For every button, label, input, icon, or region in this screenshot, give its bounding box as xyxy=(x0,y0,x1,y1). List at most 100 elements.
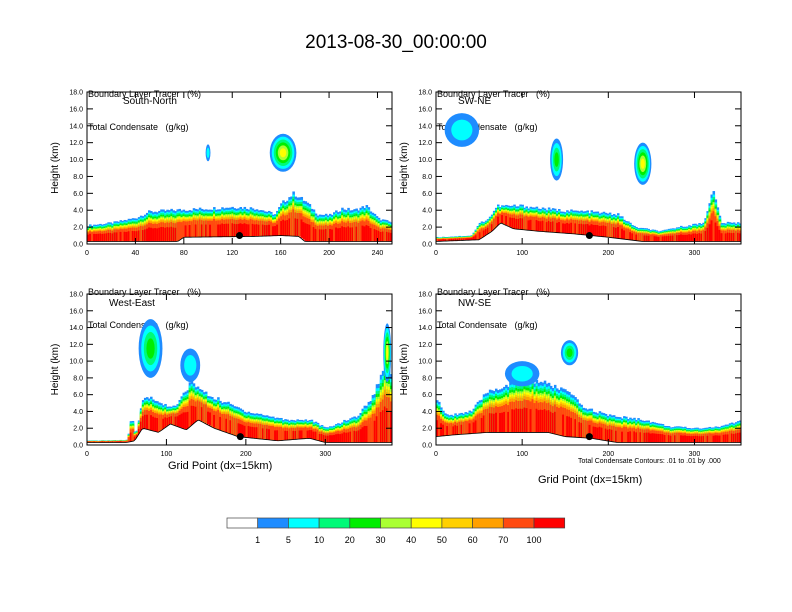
tracer-column xyxy=(219,416,222,431)
tracer-column xyxy=(373,229,377,242)
tracer-column xyxy=(265,225,269,237)
field xyxy=(436,113,741,244)
y-tick-label: 16.0 xyxy=(69,308,83,315)
y-tick-label: 16.0 xyxy=(418,106,432,113)
tracer-column xyxy=(306,224,310,242)
cloud-contour xyxy=(386,345,389,360)
tracer-column xyxy=(343,227,346,242)
y-tick-label: 14.0 xyxy=(69,123,83,130)
tracer-column xyxy=(127,438,131,443)
y-axis-title: Height (km) xyxy=(50,344,61,396)
tracer-column xyxy=(545,222,549,232)
tracer-column xyxy=(590,224,594,236)
tracer-column xyxy=(549,221,553,233)
tracer-column xyxy=(341,433,344,443)
tracer-column xyxy=(324,435,328,443)
tracer-column xyxy=(667,235,671,242)
tracer-column xyxy=(328,229,332,242)
tracer-column xyxy=(671,235,675,242)
tracer-column xyxy=(115,232,118,242)
tracer-column xyxy=(143,229,147,242)
tracer-column xyxy=(606,226,610,238)
tracer-column xyxy=(438,239,441,242)
tracer-column xyxy=(320,433,324,442)
tracer-column xyxy=(316,432,320,441)
y-tick-label: 8.0 xyxy=(73,375,83,382)
tracer-column xyxy=(377,416,381,443)
x-tick-label: 40 xyxy=(132,250,140,257)
tracer-column xyxy=(158,418,161,433)
cloud-contour xyxy=(640,158,645,169)
tracer-column xyxy=(383,406,387,443)
tracer-column xyxy=(584,224,587,235)
tracer-column xyxy=(639,235,642,242)
tracer-column xyxy=(619,228,622,239)
tracer-column xyxy=(178,414,182,428)
y-tick-label: 18.0 xyxy=(69,90,83,97)
tracer-column xyxy=(150,227,153,242)
tracer-column xyxy=(247,425,251,438)
cloud-contour xyxy=(554,152,559,167)
tracer-column xyxy=(730,233,734,242)
tracer-column xyxy=(446,426,449,436)
tracer-column xyxy=(708,224,711,242)
tracer-column xyxy=(101,441,104,443)
cloud-contour xyxy=(451,119,473,141)
tracer-column xyxy=(555,222,559,233)
tracer-column xyxy=(253,427,257,439)
tracer-column xyxy=(488,225,492,234)
tracer-column xyxy=(251,223,255,237)
panel-label: South-North xyxy=(123,96,177,107)
tracer-column xyxy=(306,430,310,439)
tracer-column xyxy=(282,219,285,236)
tracer-column xyxy=(710,220,714,242)
tracer-column xyxy=(369,423,373,443)
tracer-column xyxy=(659,236,663,242)
tracer-column xyxy=(492,413,496,433)
tracer-column xyxy=(274,430,277,441)
tracer-column xyxy=(121,232,125,242)
tracer-column xyxy=(700,233,703,242)
tracer-column xyxy=(525,219,528,230)
tracer-column xyxy=(253,224,257,237)
tracer-column xyxy=(497,216,500,227)
tracer-column xyxy=(182,412,186,429)
tracer-column xyxy=(531,220,535,231)
tracer-column xyxy=(551,221,555,233)
tracer-column xyxy=(180,413,184,428)
tracer-column xyxy=(150,415,153,431)
tracer-column xyxy=(213,223,216,237)
tracer-column xyxy=(245,426,249,438)
tracer-column xyxy=(209,412,212,426)
tracer-column xyxy=(243,223,247,237)
tracer-column xyxy=(343,432,346,443)
y-axis-title: Height (km) xyxy=(399,142,410,194)
tracer-column xyxy=(365,225,369,242)
tracer-column xyxy=(296,218,299,237)
tracer-column xyxy=(304,223,308,242)
header-line-1: Boundary Layer Tracer (%) xyxy=(437,89,551,99)
x-tick-label: 300 xyxy=(319,451,331,458)
tracer-column xyxy=(326,229,330,242)
y-tick-label: 10.0 xyxy=(69,157,83,164)
tracer-column xyxy=(482,415,486,433)
panel-west-east: 0.02.04.06.08.010.012.014.016.018.00 100 2… xyxy=(50,292,393,458)
tracer-column xyxy=(466,424,470,434)
tracer-column xyxy=(213,414,216,428)
tracer-column xyxy=(237,423,240,437)
tracer-column xyxy=(677,235,681,242)
tracer-column xyxy=(616,227,620,239)
tracer-column xyxy=(560,223,563,233)
tracer-column xyxy=(513,217,516,229)
tracer-column xyxy=(148,227,151,242)
tracer-column xyxy=(448,239,451,241)
tracer-column xyxy=(206,411,210,425)
y-tick-label: 2.0 xyxy=(73,426,83,433)
tracer-column xyxy=(125,441,129,443)
tracer-column xyxy=(482,230,486,238)
tracer-column xyxy=(263,428,267,440)
tracer-column xyxy=(99,233,102,242)
tracer-column xyxy=(89,441,92,443)
tracer-column xyxy=(326,435,330,443)
tracer-column xyxy=(490,224,494,233)
